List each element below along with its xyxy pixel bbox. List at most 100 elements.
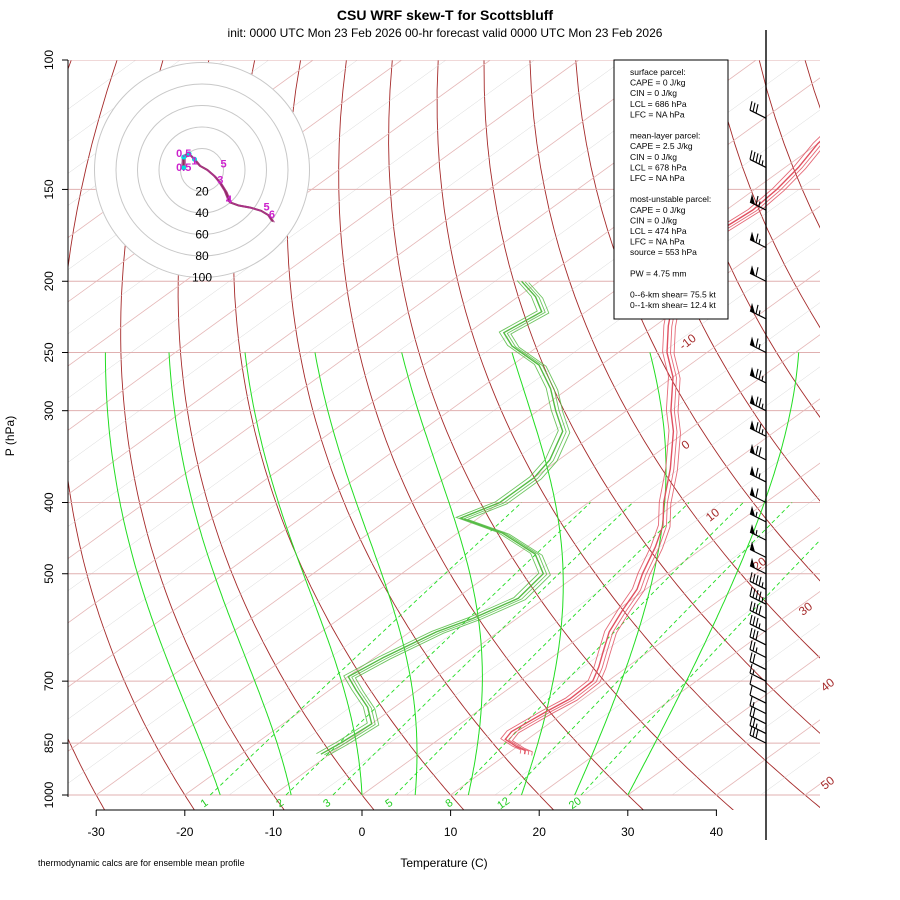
moist-adiabat-line xyxy=(511,352,564,796)
chart-title: CSU WRF skew-T for Scottsbluff xyxy=(337,7,554,23)
isotherm-label: 30 xyxy=(796,599,815,618)
guide-line xyxy=(68,60,712,527)
wind-barb-flag xyxy=(755,422,759,432)
wind-barb-shaft xyxy=(749,158,767,168)
dry-adiabat-line xyxy=(483,60,820,734)
dry-adiabat-line xyxy=(575,60,820,582)
wind-barb-half-flag xyxy=(752,702,755,708)
wind-barb-flag xyxy=(749,716,753,726)
info-line: LFC = NA hPa xyxy=(630,109,685,119)
dry-adiabat-line xyxy=(758,60,820,229)
wind-barb-flag xyxy=(752,151,756,162)
wind-barb-flag xyxy=(749,587,753,597)
wind-barb-half-flag xyxy=(758,473,761,479)
info-box-frame xyxy=(613,59,729,320)
hodograph-surface-point xyxy=(186,151,192,157)
wind-barb-flag xyxy=(755,729,759,739)
wind-barb-flag xyxy=(752,629,756,639)
wind-barb-half-flag xyxy=(761,597,764,603)
dry-adiabat-line xyxy=(851,60,900,811)
isotherm-label: 40 xyxy=(818,675,837,694)
dry-adiabat-line xyxy=(68,60,106,810)
guide-line xyxy=(849,60,900,795)
wind-barb xyxy=(749,706,767,725)
hodograph-ring-label: 80 xyxy=(195,249,209,263)
wind-barb-flag xyxy=(752,727,756,737)
wind-barb xyxy=(749,194,767,211)
wind-barb-shaft xyxy=(749,623,767,633)
hodograph-surface-point xyxy=(181,154,187,160)
wind-barb-half-flag xyxy=(758,310,761,316)
mixing-ratio-labels: 1 2 3 5 8 12 20 xyxy=(199,795,584,812)
x-tick-label: 10 xyxy=(444,825,458,839)
wind-barb-shaft xyxy=(749,580,767,590)
isotherm-line xyxy=(68,60,491,367)
wind-barb-half-flag xyxy=(761,403,764,409)
wind-barb xyxy=(749,627,767,646)
wind-barb-half-flag xyxy=(761,429,764,435)
wind-barb-flag xyxy=(749,664,753,674)
dewpoint-line xyxy=(316,280,559,754)
wind-barb-flag xyxy=(758,423,762,433)
wind-barb xyxy=(749,696,767,715)
wind-barb-flag xyxy=(752,653,756,664)
guide-line xyxy=(273,398,820,796)
hodograph-ring-label: 60 xyxy=(195,228,209,242)
mixing-ratio-label: 3 xyxy=(321,797,333,810)
wind-barb xyxy=(749,557,767,575)
wind-barb-flag xyxy=(755,617,759,628)
isotherm-line xyxy=(68,60,757,560)
info-line: CIN = 0 J/kg xyxy=(630,88,677,98)
moist-adiabat-line xyxy=(104,352,221,796)
y-tick-label: 100 xyxy=(42,50,56,70)
hodograph-height-label: 4 xyxy=(226,194,233,206)
info-line: LCL = 474 hPa xyxy=(630,226,687,236)
hodograph-surface-point xyxy=(181,165,187,171)
y-tick-label: 400 xyxy=(42,492,56,512)
moist-adiabat-line xyxy=(627,352,800,796)
x-tick-label: 20 xyxy=(533,825,547,839)
y-tick-label: 200 xyxy=(42,271,56,291)
hodograph-surface-point xyxy=(191,156,197,162)
dewpoint-line xyxy=(324,281,567,756)
wind-barb-shaft xyxy=(749,694,767,704)
x-axis-label: Temperature (C) xyxy=(400,856,487,870)
x-tick-label: -20 xyxy=(176,825,194,839)
wind-barb xyxy=(749,541,767,558)
wind-barb xyxy=(749,614,767,633)
wind-barb-flag xyxy=(755,267,759,277)
y-tick-label: 250 xyxy=(42,342,56,362)
wind-barb-flag xyxy=(752,588,756,598)
wind-barb xyxy=(749,336,767,354)
guide-line xyxy=(68,60,624,463)
wind-barb-pennant xyxy=(750,302,755,314)
x-axis-ticks: -30 -20 -10 0 10 20 30 40 xyxy=(88,810,723,839)
wind-barb-flag xyxy=(752,102,756,112)
y-tick-label: 1000 xyxy=(42,781,56,808)
mixing-ratio-line xyxy=(509,502,793,796)
moist-adiabats xyxy=(104,352,800,796)
info-line: mean-layer parcel: xyxy=(630,131,700,141)
wind-barb-pennant xyxy=(750,524,755,535)
info-line: 0--1-km shear= 12.4 kt xyxy=(630,300,716,310)
wind-barb-half-flag xyxy=(758,623,761,629)
dry-adiabat-line xyxy=(804,60,820,109)
wind-barb xyxy=(749,686,767,704)
wind-barb-flag xyxy=(749,572,753,582)
wind-barb-pennant xyxy=(750,557,755,569)
guide-line xyxy=(317,430,820,796)
wind-barb-flag xyxy=(749,627,753,638)
y-axis-ticks: 100 150 200 250 300 400 500 700 850 1000 xyxy=(42,50,68,808)
wind-barb xyxy=(749,231,767,249)
temperature-line xyxy=(504,140,820,755)
moist-adiabat-line xyxy=(574,352,667,796)
wind-barb-pennant xyxy=(750,394,755,406)
wind-barb-half-flag xyxy=(755,511,758,517)
mixing-ratio-label: 5 xyxy=(383,797,395,810)
mixing-ratio-lines xyxy=(209,502,820,796)
wind-barb-pennant xyxy=(750,336,755,347)
wind-barb-flag xyxy=(755,575,759,585)
isotherm-line xyxy=(68,60,580,431)
